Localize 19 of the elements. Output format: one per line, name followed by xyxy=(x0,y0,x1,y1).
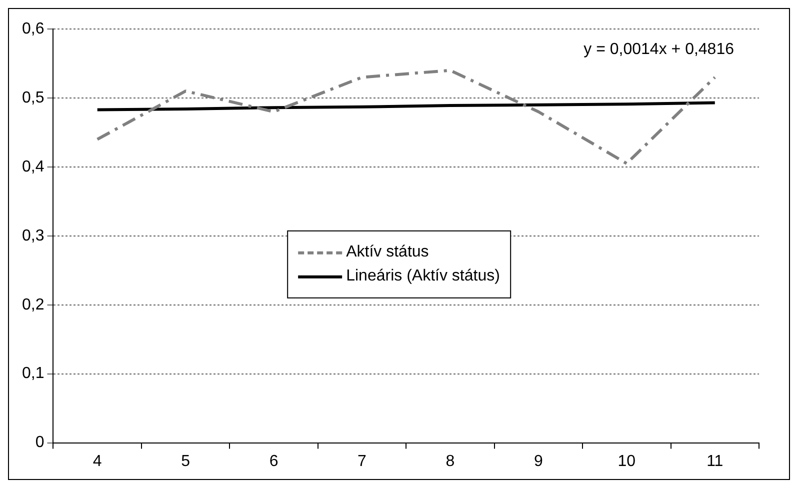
x-tick-label: 5 xyxy=(181,452,190,470)
legend-label: Lineáris (Aktív státus) xyxy=(346,267,500,286)
x-tick-label: 11 xyxy=(706,452,724,470)
x-tick-label: 10 xyxy=(618,452,636,470)
annotation: y = 0,0014x + 0,4816 xyxy=(584,41,734,58)
y-tick-label: 0,1 xyxy=(22,365,44,382)
y-tick-label: 0,4 xyxy=(22,158,44,176)
y-tick-label: 0 xyxy=(35,434,44,452)
y-tick-label: 0,5 xyxy=(22,89,44,106)
y-tick-label: 0,2 xyxy=(22,296,44,314)
x-tick-label: 4 xyxy=(92,452,102,470)
legend-label: Aktív státus xyxy=(346,243,429,262)
y-tick-label: 0,3 xyxy=(22,227,44,244)
x-tick-label: 9 xyxy=(534,452,543,470)
line-series xyxy=(96,68,716,165)
x-tick-label: 6 xyxy=(269,452,278,470)
y-tick-label: 0,6 xyxy=(22,20,44,38)
x-tick-label: 8 xyxy=(446,452,455,470)
x-tick-label: 7 xyxy=(358,452,367,470)
